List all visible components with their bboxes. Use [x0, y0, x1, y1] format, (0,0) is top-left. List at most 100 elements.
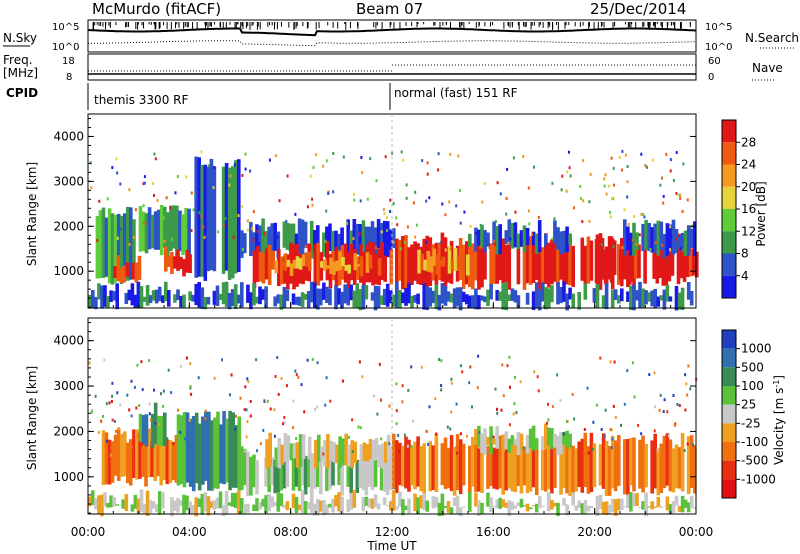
- velocity-echo: [314, 407, 316, 411]
- velocity-cell: [112, 496, 116, 507]
- power-cell: [635, 290, 639, 301]
- power-cell: [261, 218, 265, 259]
- velocity-cell: [534, 443, 539, 495]
- velocity-cell: [135, 429, 139, 480]
- power-echo: [569, 174, 572, 178]
- power-cell: [525, 292, 530, 305]
- power-echo: [111, 166, 114, 169]
- power-cell: [230, 166, 235, 279]
- power-echo: [360, 156, 363, 159]
- power-cell: [233, 160, 238, 274]
- velocity-cell: [188, 501, 192, 515]
- power-cell: [656, 220, 661, 256]
- velocity-cell: [203, 492, 208, 512]
- power-echo: [638, 233, 641, 237]
- power-cell: [97, 283, 101, 300]
- power-echo: [505, 212, 508, 216]
- velocity-cell: [300, 454, 305, 486]
- velocity-cell: [458, 507, 463, 517]
- power-echo: [176, 175, 179, 178]
- velocity-cell: [268, 432, 272, 467]
- power-cell: [368, 255, 373, 269]
- velocity-echo: [102, 414, 104, 418]
- power-echo: [384, 155, 387, 159]
- velocity-cell: [323, 440, 327, 467]
- velocity-cell: [425, 500, 429, 512]
- velocity-cell: [516, 440, 521, 487]
- velocity-cell: [234, 425, 238, 488]
- velocity-echo: [586, 386, 589, 390]
- velocity-cell: [379, 459, 384, 491]
- velocity-cell: [461, 506, 466, 508]
- velocity-echo: [620, 423, 622, 427]
- velocity-echo: [686, 442, 689, 446]
- power-cell: [271, 250, 275, 270]
- power-echo: [229, 174, 232, 178]
- power-cell: [246, 284, 250, 303]
- velocity-echo: [117, 427, 120, 431]
- velocity-cell: [338, 436, 342, 468]
- power-echo: [134, 208, 137, 212]
- velocity-cell: [568, 444, 572, 496]
- power-echo: [200, 150, 203, 154]
- power-cell: [191, 294, 195, 302]
- velocity-cell: [550, 428, 554, 450]
- power-echo: [322, 164, 325, 168]
- velocity-cell: [565, 504, 569, 516]
- velocity-cell: [443, 506, 448, 508]
- velocity-cell: [228, 410, 232, 491]
- power-echo: [294, 212, 297, 216]
- power-echo: [415, 223, 418, 227]
- power-echo: [612, 197, 615, 201]
- velocity-cell: [434, 433, 439, 492]
- power-cell: [125, 262, 130, 277]
- power-echo: [246, 228, 249, 232]
- power-cell: [139, 286, 144, 309]
- power-echo: [414, 235, 417, 239]
- velocity-cell: [376, 503, 381, 510]
- power-cbar-swatch: [722, 164, 736, 187]
- power-cell: [295, 256, 300, 269]
- power-cell: [670, 240, 675, 276]
- power-cell: [356, 263, 361, 267]
- power-echo: [646, 165, 648, 169]
- power-cell: [240, 282, 244, 308]
- power-cell: [510, 288, 515, 301]
- velocity-echo: [496, 407, 498, 411]
- velocity-echo: [469, 365, 472, 369]
- velocity-echo: [105, 439, 108, 443]
- velocity-cell: [486, 437, 490, 446]
- power-echo: [672, 179, 675, 182]
- velocity-cell: [385, 505, 390, 507]
- power-cell: [501, 283, 505, 310]
- power-echo: [304, 245, 307, 249]
- power-cell: [483, 230, 487, 253]
- power-echo: [389, 198, 392, 202]
- power-cell: [291, 223, 296, 255]
- velocity-cell: [204, 411, 208, 481]
- velocity-echo: [269, 407, 272, 411]
- power-cell: [280, 256, 284, 285]
- velocity-cbar-tick-label: 1000: [741, 342, 772, 356]
- power-panel-data: [88, 149, 699, 311]
- power-echo: [198, 211, 201, 215]
- power-cell: [385, 221, 390, 258]
- velocity-echo: [256, 449, 259, 453]
- power-cell: [349, 243, 354, 281]
- velocity-cell: [510, 444, 515, 492]
- velocity-echo: [536, 375, 539, 379]
- power-cell: [255, 246, 260, 282]
- velocity-cell: [452, 447, 457, 496]
- power-echo: [128, 243, 131, 246]
- power-cell: [522, 225, 527, 253]
- power-cell: [288, 223, 293, 252]
- velocity-echo: [438, 358, 441, 361]
- power-cell: [634, 237, 638, 279]
- velocity-echo: [412, 419, 414, 423]
- power-cell: [109, 290, 113, 302]
- power-cell: [322, 232, 326, 257]
- power-y-tick-label: 2000: [53, 219, 84, 233]
- velocity-echo: [604, 408, 607, 412]
- power-cell: [154, 289, 159, 304]
- power-echo: [488, 246, 491, 250]
